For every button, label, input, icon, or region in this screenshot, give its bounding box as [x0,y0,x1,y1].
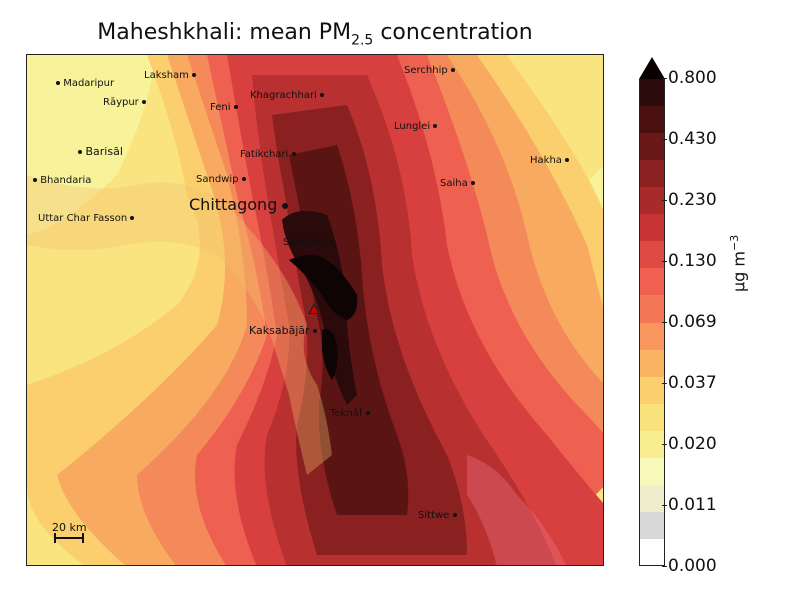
city-madaripur: Madaripur [56,79,114,89]
colorbar-segment [639,511,665,540]
city-hakha: Hakha [530,156,570,166]
city-saiha: Saiha [440,179,475,189]
city-lunglei: Lunglei [394,122,438,132]
colorbar-segment [639,484,665,513]
colorbar-tick: 0.430 [662,129,717,149]
city-dot-icon [450,68,455,72]
city-dot-icon [233,105,238,109]
city-dot-icon [329,240,334,244]
colorbar-tick: 0.000 [662,556,717,576]
colorbar-segment [639,106,665,134]
city-uttar-char-fasson: Uttar Char Fasson [38,214,135,224]
city-dot-icon [320,93,324,97]
city-satkania: Satkania [283,238,334,248]
city-bhandaria: Bhandaria [33,176,91,186]
colorbar-segment [639,403,665,432]
colorbar-tick: 0.230 [662,190,717,210]
city-sittwe: Sittwe [418,511,457,521]
colorbar-extend-arrow-icon [639,57,665,79]
scale-bar: 20 km [52,521,87,543]
colorbar-segment [639,349,665,378]
city-dot-icon [56,81,60,85]
city-dot-icon [565,158,570,162]
colorbar-tick: 0.069 [662,312,717,332]
colorbar-segment [639,241,665,269]
colorbar-segment [639,133,665,161]
colorbar-segment [639,187,665,215]
city-dot-icon [433,124,438,128]
city-chittagong: Chittagong [189,197,289,213]
city-feni: Feni [210,103,238,113]
city-fatikchari: Fatikchari [240,150,296,160]
city-dot-icon [313,329,318,333]
city-sandwip: Sandwip [196,175,246,185]
colorbar-tick: 0.037 [662,373,717,393]
city-dot-icon [130,216,135,220]
city-dot-icon [192,73,197,77]
map-title: Maheshkhali: mean PM2.5 concentration [97,20,533,49]
source-triangle-icon [308,303,320,314]
city-dot-icon [33,178,37,182]
colorbar-tick: 0.020 [662,434,717,454]
colorbar-segment [639,79,665,107]
city-dot-icon [470,181,475,185]
city-dot-icon [141,100,146,104]
city-dot-icon [282,202,289,209]
city-teknaf: Teknāf [330,409,370,419]
colorbar-segment [639,538,665,567]
colorbar-segment [639,376,665,405]
city-dot-icon [291,152,296,156]
colorbar-segment [639,268,665,296]
city-dot-icon [365,411,370,415]
city-barisal: Barisāl [78,146,123,157]
city-raypur: Rāypur [103,98,146,108]
city-dot-icon [78,150,82,154]
colorbar-tick: 0.800 [662,68,717,88]
city-khagrachhari: Khagrachhari [250,91,324,101]
colorbar-segment [639,430,665,459]
colorbar-tick: 0.011 [662,495,717,515]
colorbar-segment [639,160,665,188]
colorbar-tick: 0.130 [662,251,717,271]
city-serchhip: Serchhip [404,66,455,76]
city-dot-icon [452,513,457,517]
colorbar-segment [639,295,665,323]
colorbar-unit-label: μg m−3 [728,234,749,292]
colorbar-segment [639,214,665,242]
city-kaksabajar: Kaksabājār [249,325,318,336]
colorbar-segment [639,322,665,351]
colorbar-segment [639,457,665,486]
colorbar [639,57,665,567]
city-dot-icon [241,177,246,181]
city-laksham: Laksham [144,71,197,81]
